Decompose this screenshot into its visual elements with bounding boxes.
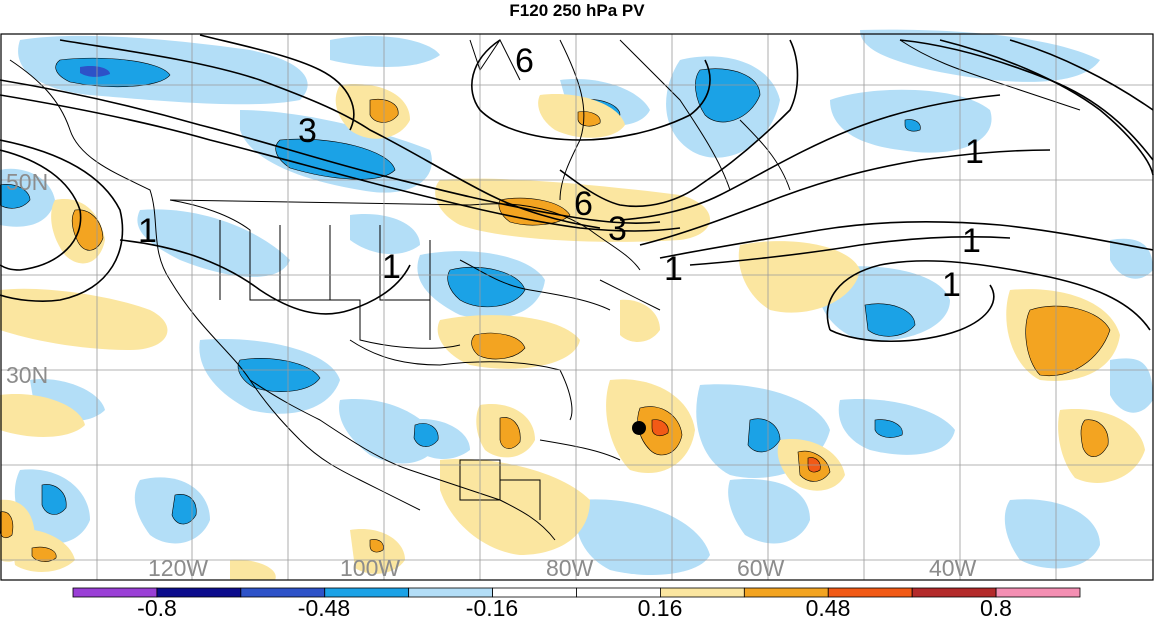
contour-labels: 6 3 1 6 3 1 1 1 1 1 [138,42,984,304]
longitude-label-80w: 80W [546,555,594,581]
longitude-labels: 120W 100W 80W 60W 40W [148,555,977,581]
contour-label-1-west: 1 [138,212,157,250]
longitude-label-60w: 60W [737,555,785,581]
colorbar-label-neg-0-16: -0.16 [466,595,518,619]
longitude-label-120w: 120W [148,555,208,581]
colorbar [72,587,1081,598]
political-boundaries [9,39,1081,541]
latitude-label-30n: 30N [6,362,48,388]
colorbar-label-neg-0-8: -0.8 [137,595,177,619]
contour-label-1-central: 1 [382,248,401,286]
contour-label-1-northeast: 1 [965,133,984,171]
colorbar-label-0-8: 0.8 [980,595,1012,619]
pv-contours [0,34,1154,343]
contour-label-6-north: 6 [515,42,534,80]
storm-position-dot [632,421,646,435]
colorbar-label-0-48: 0.48 [806,595,851,619]
contour-label-1-east: 1 [942,266,961,304]
contour-label-3-lakes: 3 [608,210,627,248]
map-title: F120 250 hPa PV [509,1,645,20]
positive-anomaly-medium [0,98,1111,562]
map-frame [0,33,1154,581]
colorbar-segment [995,587,1081,598]
colorbar-tick-labels: -0.8 -0.48 -0.16 0.16 0.48 0.8 [137,595,1012,619]
contour-label-1-coast: 1 [664,250,683,288]
contour-label-1-atlantic: 1 [962,222,981,260]
longitude-label-40w: 40W [929,555,977,581]
negative-anomaly-strong [80,65,110,77]
latitude-label-50n: 50N [6,169,48,195]
lat-lon-grid [1,34,1153,580]
negative-anomaly-medium [0,57,921,525]
contour-label-6-lakes: 6 [574,185,593,223]
latitude-labels: 50N 30N [6,169,48,388]
colorbar-label-neg-0-48: -0.48 [298,595,350,619]
longitude-label-100w: 100W [340,555,400,581]
colorbar-label-0-16: 0.16 [638,595,683,619]
contour-label-3-west: 3 [298,112,317,150]
